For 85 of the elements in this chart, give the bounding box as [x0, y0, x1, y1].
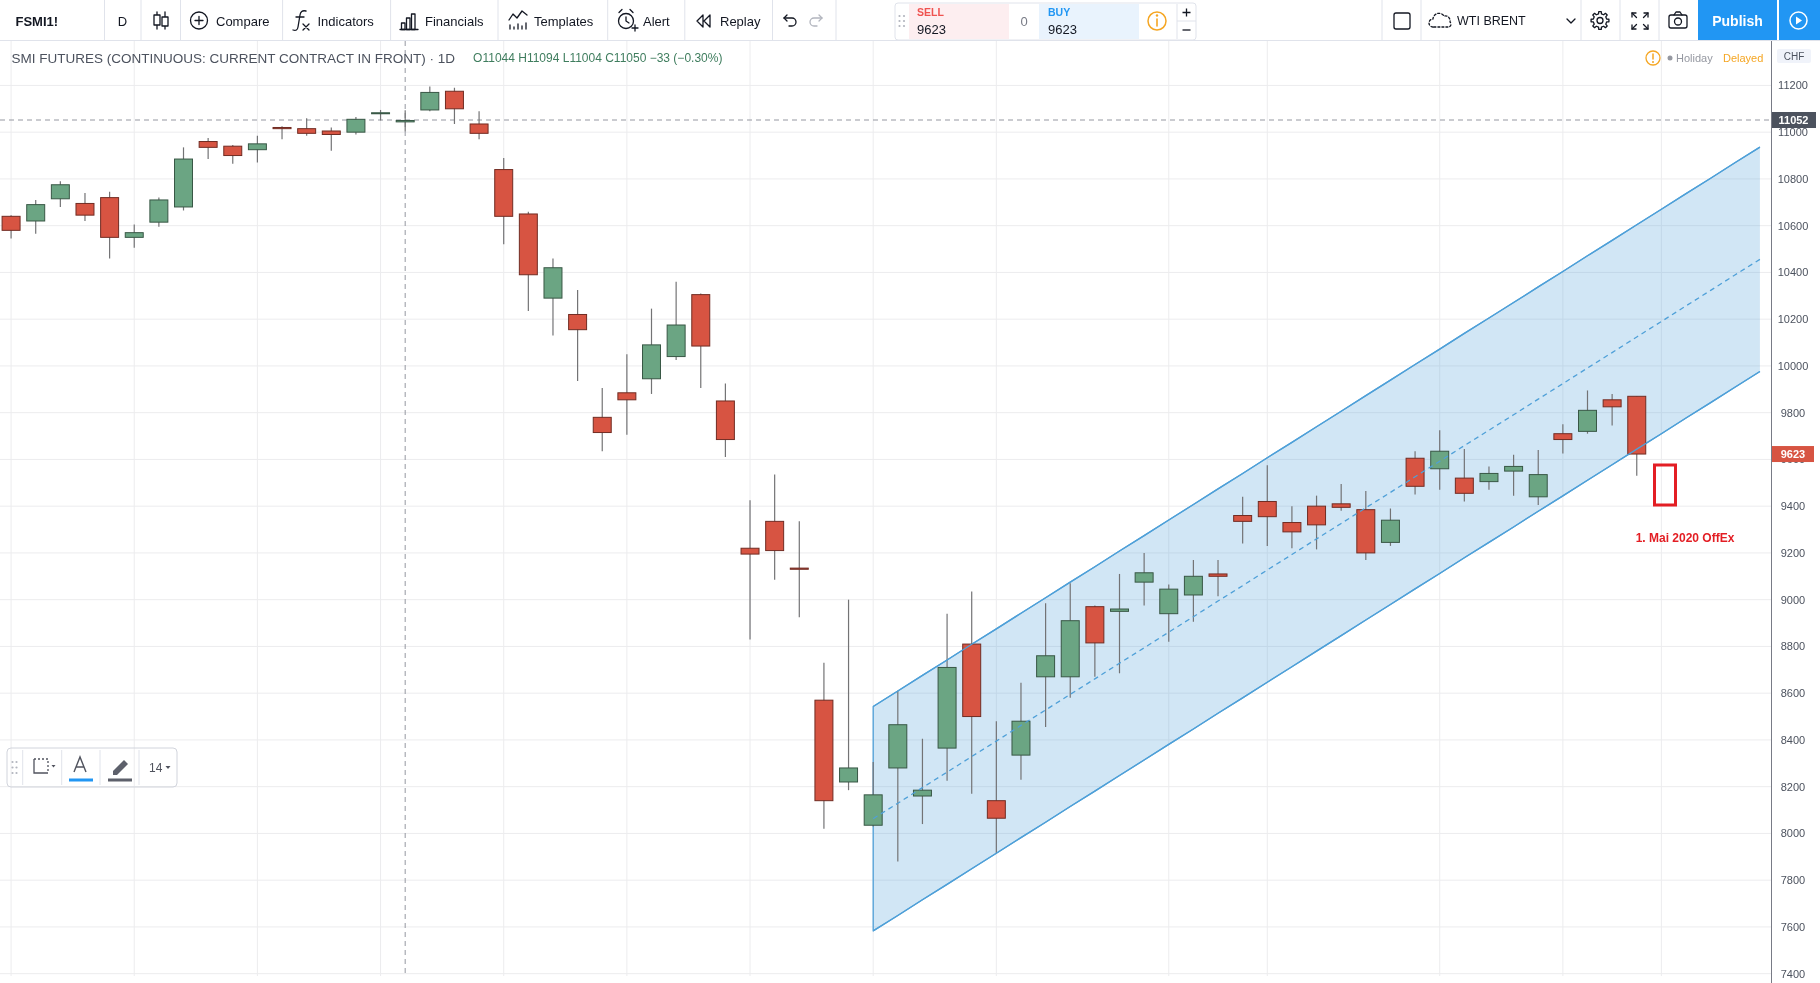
candlestick [272, 125, 292, 140]
candlestick [1, 214, 21, 240]
text: Financials [425, 13, 485, 29]
candlestick [321, 126, 341, 152]
text: Templates [534, 13, 594, 29]
y-axis-title: CHF [1783, 50, 1805, 62]
text: WTI BRENT [1457, 14, 1527, 28]
candlestick [912, 738, 932, 825]
candlestick [1208, 559, 1228, 597]
annotation: 9623 [1780, 448, 1806, 461]
candlestick [592, 387, 612, 452]
text: BUY [1048, 6, 1071, 18]
annotation: Delayed [1723, 52, 1764, 64]
candlestick [1282, 505, 1302, 549]
y-tick-label: 10400 [1777, 266, 1809, 279]
candlestick [395, 109, 415, 132]
candlestick [1331, 483, 1351, 512]
text: Publish [1712, 13, 1763, 29]
candlestick [839, 599, 859, 791]
candlestick [124, 223, 144, 249]
text: 9623 [1048, 21, 1077, 37]
text: FSMI1! [15, 13, 59, 29]
candlestick [149, 197, 169, 228]
y-tick-label: 9000 [1780, 593, 1806, 606]
candlestick [1036, 602, 1056, 728]
text: SMI FUTURES (CONTINUOUS: CURRENT CONTRACT IN FRONT) · 1D [11, 50, 456, 66]
candlestick [1578, 389, 1597, 435]
candlestick [420, 85, 440, 112]
candlestick [1479, 465, 1499, 491]
candlestick [1233, 496, 1253, 545]
y-tick-label: 7400 [1780, 967, 1806, 980]
candlestick [1257, 464, 1277, 547]
y-tick-label: 7800 [1780, 874, 1806, 887]
text: 9623 [917, 21, 946, 37]
y-tick-label: 8800 [1780, 640, 1806, 653]
annotation: 1. Mai 2020 OffEx [1635, 531, 1735, 545]
candlestick [986, 720, 1006, 854]
y-tick-label: 8400 [1780, 733, 1806, 746]
annotation: Holiday [1676, 52, 1714, 64]
candlestick [1380, 507, 1400, 547]
ref-line-label: 11052 [1778, 114, 1809, 127]
y-tick-label: 7600 [1780, 920, 1806, 933]
y-tick-label: 11000 [1778, 126, 1808, 139]
candlestick [223, 144, 243, 165]
text: 0 [1020, 13, 1028, 29]
text: D [117, 13, 128, 29]
annotation: 14 [149, 761, 163, 775]
y-tick-label: 9200 [1780, 546, 1806, 559]
y-tick-label: 11200 [1778, 79, 1808, 92]
candlestick [1504, 454, 1524, 497]
text: O11044 H11094 L11004 C11050 −33 (−0.30%) [473, 51, 723, 65]
candlestick [1134, 552, 1154, 607]
candlestick [444, 87, 464, 125]
candlestick [740, 499, 760, 640]
y-tick-label: 10600 [1777, 219, 1809, 232]
text: SELL [917, 6, 945, 18]
candlestick [1553, 423, 1573, 455]
y-tick-label: 9400 [1780, 500, 1806, 513]
text: Indicators [317, 13, 375, 29]
candlestick [1110, 573, 1129, 674]
candlestick [789, 520, 809, 618]
candlestick [1183, 559, 1203, 623]
y-tick-label: 10000 [1777, 359, 1809, 372]
candlestick [1430, 429, 1450, 491]
candlestick [1602, 393, 1622, 427]
candlestick [617, 353, 637, 436]
candlestick [198, 137, 218, 160]
text: Compare [216, 13, 270, 29]
candlestick [1528, 449, 1548, 506]
y-tick-label: 8600 [1780, 687, 1806, 700]
candlestick [1454, 448, 1474, 503]
y-tick-label: 10200 [1777, 313, 1809, 326]
y-tick-label: 8200 [1780, 780, 1806, 793]
y-tick-label: 9800 [1780, 406, 1806, 419]
candlestick [75, 192, 95, 222]
text: Alert [643, 13, 671, 29]
y-tick-label: 8000 [1780, 827, 1806, 840]
candlestick [247, 135, 267, 164]
candlestick [1307, 495, 1327, 551]
y-tick-label: 10800 [1777, 172, 1809, 185]
text: Replay [720, 13, 761, 29]
candlestick [469, 110, 489, 140]
candlestick [50, 180, 70, 208]
candlestick [568, 289, 588, 382]
candlestick [26, 199, 46, 235]
